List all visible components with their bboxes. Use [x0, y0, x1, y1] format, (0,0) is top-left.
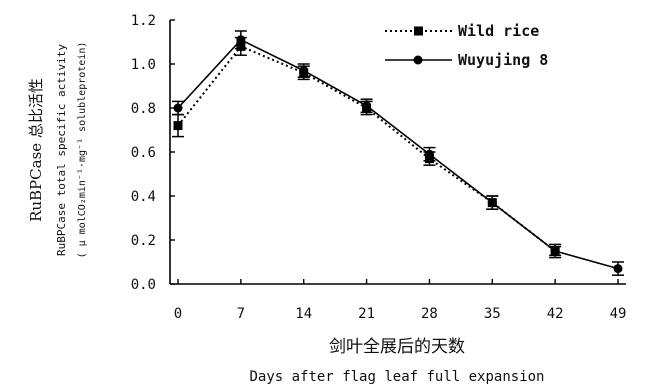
x-tick-label: 28 [421, 306, 438, 322]
data-point [173, 121, 183, 131]
series-1 [172, 36, 562, 257]
x-tick-label: 35 [484, 306, 501, 322]
y-axis-label-line1: RuBPCase 总比活性 [27, 78, 45, 222]
x-tick-label: 14 [295, 306, 312, 322]
data-point [236, 35, 246, 45]
legend-marker [414, 26, 423, 36]
data-point [299, 66, 309, 76]
data-point [550, 246, 560, 256]
y-tick-label: 0.0 [131, 277, 156, 293]
y-axis-label-line2: RuBPCase total specific activity [55, 44, 68, 256]
legend-label: Wild rice [458, 22, 539, 40]
x-ticks: 0 7 14 21 28 35 42 49 [174, 279, 627, 322]
legend-label: Wuyujing 8 [458, 51, 548, 69]
x-axis-label-en: Days after flag leaf full expansion [249, 369, 544, 385]
legend-entry: Wuyujing 8 [385, 51, 548, 69]
data-point [362, 101, 372, 111]
data-point [173, 103, 183, 113]
x-axis-label-cn: 剑叶全展后的天数 [329, 337, 465, 357]
y-tick-label: 1.0 [131, 57, 156, 73]
y-tick-label: 0.6 [131, 145, 156, 161]
series-layer [172, 30, 624, 276]
data-point [424, 149, 434, 159]
x-tick-label: 0 [174, 306, 182, 322]
y-tick-label: 0.8 [131, 101, 156, 117]
y-ticks: 0.0 0.2 0.4 0.6 0.8 1.0 1.2 [131, 13, 175, 293]
x-tick-label: 7 [237, 306, 245, 322]
data-point [487, 198, 497, 208]
x-tick-label: 49 [610, 306, 627, 322]
y-axis-label-line3: ( μ molCO₂min⁻¹·mg⁻¹ solubleprotein) [77, 42, 88, 259]
y-tick-label: 0.2 [131, 233, 156, 249]
x-tick-label: 42 [547, 306, 564, 322]
y-tick-label: 1.2 [131, 13, 156, 29]
legend: Wild rice Wuyujing 8 [385, 22, 548, 69]
legend-marker [413, 55, 423, 65]
x-tick-label: 21 [358, 306, 375, 322]
series-2 [172, 30, 624, 276]
y-tick-label: 0.4 [131, 189, 156, 205]
series-line [177, 38, 619, 270]
legend-entry: Wild rice [385, 22, 539, 40]
data-point [613, 264, 623, 274]
series-line [177, 45, 556, 252]
